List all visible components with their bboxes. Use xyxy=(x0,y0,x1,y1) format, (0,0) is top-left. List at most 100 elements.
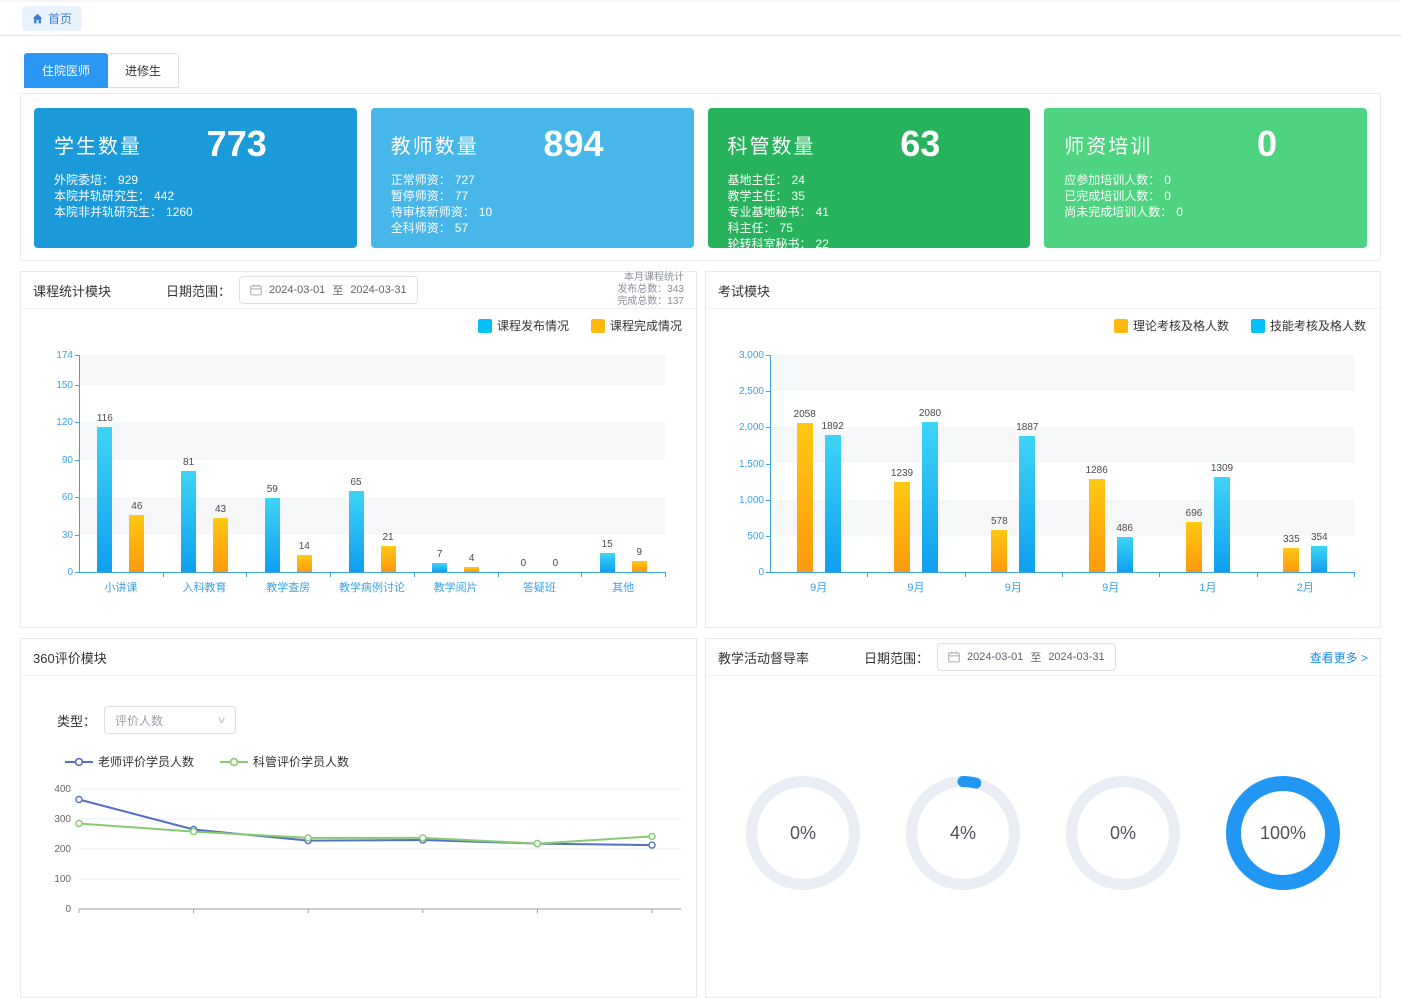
view-more-link[interactable]: 查看更多 > xyxy=(1309,650,1368,665)
y-tick-label: 2,500 xyxy=(738,386,764,398)
bar xyxy=(1186,521,1202,572)
y-tick-mark xyxy=(75,459,79,461)
bar-value-label: 1309 xyxy=(1210,463,1234,475)
bar xyxy=(922,421,938,572)
x-tick-mark xyxy=(1062,572,1063,577)
bar-value-label: 1239 xyxy=(890,468,914,480)
x-category-label: 入科教育 xyxy=(182,582,227,594)
x-category-label: 2月 xyxy=(1296,582,1314,594)
bar-value-label: 43 xyxy=(215,504,227,516)
calendar-icon xyxy=(948,651,960,663)
date-start: 2024-03-01 xyxy=(269,284,326,296)
supervision-donut: 0% xyxy=(1066,776,1180,890)
bar-value-label: 59 xyxy=(266,484,278,496)
chevron-down-icon: ∨ xyxy=(216,714,227,726)
breadcrumb-home[interactable]: 首页 xyxy=(22,6,83,31)
legend-item[interactable]: 课程完成情况 xyxy=(590,317,682,334)
y-tick-mark xyxy=(75,384,79,386)
legend-swatch xyxy=(1250,318,1265,333)
summary-title: 本月课程统计 xyxy=(624,272,684,283)
date-range-label: 日期范围： xyxy=(864,650,930,666)
y-tick-label: 174 xyxy=(56,350,73,361)
bar-value-label: 9 xyxy=(636,546,642,558)
split-band xyxy=(79,355,665,385)
card-item-label: 待审核新师资： xyxy=(390,205,475,219)
supervision-donut: 4% xyxy=(906,776,1020,890)
home-icon xyxy=(32,13,43,24)
x-axis-line xyxy=(79,572,665,573)
supervision-date-range-input[interactable]: 2024-03-01 至 2024-03-31 xyxy=(937,643,1116,671)
stat-cards-panel: 学生数量 773 外院委培： 929 本院并轨研究生： 442 本院非并轨研究生： 1… xyxy=(20,93,1381,261)
legend-item[interactable]: 技能考核及格人数 xyxy=(1250,317,1366,334)
exam-module-title: 考试模块 xyxy=(718,283,771,299)
tab-trainee[interactable]: 进修生 xyxy=(108,53,180,88)
x-category-label: 1月 xyxy=(1199,582,1217,594)
bar-value-label: 46 xyxy=(131,500,143,512)
y-tick-label: 0 xyxy=(758,567,764,578)
legend-swatch xyxy=(477,318,492,333)
eval-type-select[interactable]: 评价人数 ∨ xyxy=(104,706,237,734)
bar-value-label: 2058 xyxy=(793,409,816,421)
svg-text:100: 100 xyxy=(54,874,71,885)
supervision-donut: 0% xyxy=(746,776,860,890)
bar xyxy=(1311,546,1328,572)
y-tick-mark xyxy=(75,497,79,499)
svg-text:400: 400 xyxy=(54,784,71,795)
card-item-value: 1260 xyxy=(166,205,193,219)
bar-value-label: 1887 xyxy=(1016,421,1039,433)
donut-percent-label: 0% xyxy=(1109,822,1136,843)
chart-legend: 理论考核及格人数 技能考核及格人数 xyxy=(1113,317,1366,334)
legend-item[interactable]: 课程发布情况 xyxy=(477,317,569,334)
summary-published: 发布总数：343 xyxy=(617,284,684,295)
donut-percent-label: 0% xyxy=(789,822,816,843)
bar-value-label: 1286 xyxy=(1085,464,1108,476)
x-tick-mark xyxy=(867,572,869,577)
donut-percent-label: 100% xyxy=(1259,822,1307,843)
bar-value-label: 21 xyxy=(382,531,394,543)
course-date-range-input[interactable]: 2024-03-01 至 2024-03-31 xyxy=(239,276,418,304)
eval-line-legend: 老师评价学员人数 科管评价学员人数 xyxy=(65,753,696,770)
legend-swatch xyxy=(1113,318,1128,333)
bar-value-label: 0 xyxy=(552,558,559,569)
eval360-line-chart: 0 100 200 300 400 xyxy=(21,776,696,921)
card-item-value: 0 xyxy=(1176,205,1183,219)
x-category-label: 教学查房 xyxy=(266,582,311,594)
legend-item[interactable]: 理论考核及格人数 xyxy=(1113,317,1229,334)
bar xyxy=(348,490,364,572)
course-module-title: 课程统计模块 xyxy=(33,283,112,299)
exam-module-panel: 考试模块 0 500 1,000 1,500 2,000 2,500 3,000 9月 9月 9月… xyxy=(705,271,1381,628)
x-tick-mark xyxy=(665,572,666,577)
supervision-donut-row: 0% 4% 0% 100% xyxy=(706,776,1380,890)
card-item-value: 77 xyxy=(454,189,469,203)
card-item-label: 全科师资： xyxy=(390,221,451,235)
x-category-label: 9月 xyxy=(1004,582,1022,594)
card-item-value: 24 xyxy=(791,173,805,187)
y-tick-label: 30 xyxy=(61,529,73,541)
x-category-label: 教学阅片 xyxy=(433,582,478,594)
bar-value-label: 354 xyxy=(1310,532,1328,544)
bar-value-label: 81 xyxy=(183,456,195,468)
bar xyxy=(213,518,229,572)
tab-resident[interactable]: 住院医师 xyxy=(24,53,109,88)
bar xyxy=(1019,435,1036,572)
x-tick-mark xyxy=(1159,572,1161,577)
card-item-label: 本院非并轨研究生： xyxy=(54,205,163,219)
tab-bar: 住院医师 进修生 xyxy=(24,53,1401,88)
card-item-label: 本院并轨研究生： xyxy=(54,189,151,203)
bar-value-label: 0 xyxy=(520,558,527,569)
legend-item-dept[interactable]: 科管评价学员人数 xyxy=(220,753,349,770)
donut-ring xyxy=(1066,776,1180,890)
exam-bar-chart: 0 500 1,000 1,500 2,000 2,500 3,000 9月 9月 9月 9月 1月 2… xyxy=(706,309,1380,628)
eval360-module-title: 360评价模块 xyxy=(33,650,107,666)
topbar: 首页 xyxy=(0,0,1401,36)
y-tick-label: 90 xyxy=(61,454,73,466)
y-tick-mark xyxy=(75,572,79,573)
card-value: 773 xyxy=(206,123,267,164)
legend-item-teacher[interactable]: 老师评价学员人数 xyxy=(65,753,194,770)
y-tick-label: 3,000 xyxy=(738,350,764,361)
split-band xyxy=(770,427,1354,464)
y-tick-mark xyxy=(766,427,770,429)
y-axis-line xyxy=(770,355,771,572)
y-tick-label: 500 xyxy=(747,530,764,542)
bar xyxy=(380,545,396,572)
